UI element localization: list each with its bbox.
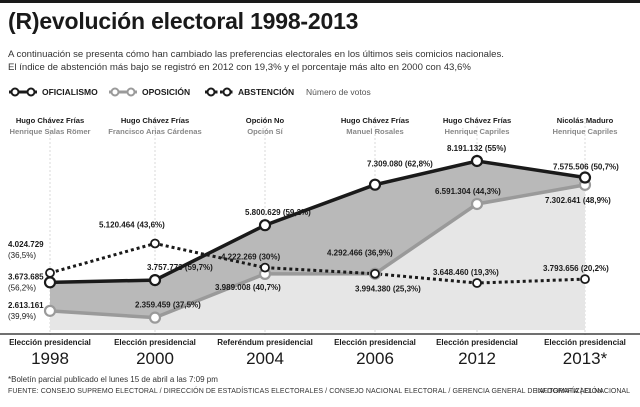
data-point-oficialismo <box>148 273 162 287</box>
gap-band-area <box>50 160 585 318</box>
x-tick-election-type: Elección presidencial <box>9 338 91 347</box>
x-tick-election-type: Elección presidencial <box>436 338 518 347</box>
value-label-oposicion: 3.989.008 (40,7%) <box>215 283 281 292</box>
x-tick-year: 2006 <box>356 349 394 368</box>
value-label-oposicion: 7.302.641 (48,9%) <box>545 196 611 205</box>
subtitle-line-1: A continuación se presenta cómo han camb… <box>8 49 504 60</box>
candidate-oficialismo: Nicolás Maduro <box>557 116 614 125</box>
value-label-oposicion: 4.292.466 (36,9%) <box>327 249 393 258</box>
value-label-oficialismo: 7.309.080 (62,8%) <box>367 160 433 169</box>
value-label-abstencion-pct: (36,5%) <box>8 251 36 260</box>
subtitle-line-2: El índice de abstención más bajo se regi… <box>8 62 471 73</box>
legend-swatch-oficialismo <box>9 87 37 97</box>
x-tick-election-type: Elección presidencial <box>114 338 196 347</box>
legend-item-oposicion: OPOSICIÓN <box>108 87 190 97</box>
value-label-oficialismo: 8.191.132 (55%) <box>447 144 506 153</box>
x-tick-election-type: Elección presidencial <box>334 338 416 347</box>
candidate-oposicion: Henrique Salas Römer <box>9 127 90 136</box>
value-label-abstencion: 5.120.464 (43,6%) <box>99 220 165 229</box>
series-line-oficialismo <box>49 159 586 285</box>
candidate-oficialismo: Hugo Chávez Frías <box>341 116 409 125</box>
x-tick-year: 2012 <box>458 349 496 368</box>
value-label-oficialismo: 3.757.773 (59,7%) <box>147 263 213 272</box>
data-point-oposicion <box>43 304 57 317</box>
legend-item-oficialismo: OFICIALISMO <box>8 87 98 97</box>
legend-unit-note: Número de votos <box>306 87 371 97</box>
series-line-abstencion <box>49 241 586 285</box>
data-point-abstencion <box>260 262 270 273</box>
legend-swatch-oposicion <box>109 87 137 97</box>
value-label-oficialismo: 7.575.506 (50,7%) <box>553 163 619 172</box>
candidate-oficialismo: Hugo Chávez Frías <box>16 116 84 125</box>
legend-item-abstencion: ABSTENCIÓN <box>204 87 294 97</box>
candidate-oposicion: Opción Sí <box>247 127 283 136</box>
legend-label-oficialismo: OFICIALISMO <box>42 87 98 97</box>
value-label-abstencion: 4.024.729 <box>8 240 44 249</box>
data-point-abstencion <box>472 278 482 288</box>
x-tick-year: 2013* <box>563 349 608 368</box>
value-label-oposicion: 2.613.161 <box>8 301 44 310</box>
x-tick-year: 1998 <box>31 349 69 368</box>
data-point-oposicion <box>470 197 484 211</box>
value-label-abstencion: 3.994.380 (25,3%) <box>355 285 421 294</box>
candidate-oficialismo: Opción No <box>246 116 285 125</box>
value-label-abstencion: 4.222.269 (30%) <box>221 253 280 262</box>
candidate-oposicion: Henrique Capriles <box>553 127 618 136</box>
value-label-oposicion: 6.591.304 (44,3%) <box>435 187 501 196</box>
legend-label-oposicion: OPOSICIÓN <box>142 87 191 97</box>
data-point-oposicion <box>148 311 162 324</box>
credit-line: INFOGRAFÍA | EL NACIONAL <box>535 388 630 395</box>
x-tick-election-type: Elección presidencial <box>544 338 626 347</box>
legend-label-abstencion: ABSTENCIÓN <box>238 87 295 97</box>
candidate-oficialismo: Hugo Chávez Frías <box>121 116 189 125</box>
series-line-oposicion <box>49 183 586 320</box>
footnote: *Boletín parcial publicado el lunes 15 d… <box>8 375 218 384</box>
data-point-abstencion <box>580 274 590 285</box>
value-label-oficialismo: 3.673.685 <box>8 272 44 281</box>
data-point-abstencion <box>370 268 380 279</box>
candidate-oposicion: Henrique Capriles <box>445 127 510 136</box>
data-point-oficialismo <box>43 276 57 289</box>
value-label-oposicion: 2.359.459 (37,5%) <box>135 301 201 310</box>
legend-swatch-abstencion <box>205 87 233 97</box>
page-title: (R)evolución electoral 1998-2013 <box>8 8 359 34</box>
candidate-oposicion: Manuel Rosales <box>346 127 403 136</box>
value-label-oficialismo: 5.800.629 (59,2%) <box>245 208 311 217</box>
data-point-abstencion <box>150 238 160 249</box>
x-tick-year: 2000 <box>136 349 174 368</box>
data-point-oficialismo <box>368 178 382 191</box>
data-point-oficialismo <box>470 154 484 168</box>
data-point-abstencion <box>45 268 55 278</box>
x-tick-election-type: Referéndum presidencial <box>217 338 313 347</box>
candidate-oposicion: Francisco Arias Cárdenas <box>108 127 201 136</box>
value-label-oficialismo-pct: (56,2%) <box>8 283 36 292</box>
candidate-oficialismo: Hugo Chávez Frías <box>443 116 511 125</box>
oposicion-area <box>50 184 585 330</box>
x-tick-year: 2004 <box>246 349 284 368</box>
data-point-oficialismo <box>258 219 272 232</box>
source-line: FUENTE: CONSEJO SUPREMO ELECTORAL / DIRE… <box>8 388 603 395</box>
value-label-abstencion: 3.793.656 (20,2%) <box>543 264 609 273</box>
value-label-oposicion-pct: (39,9%) <box>8 312 36 321</box>
value-label-abstencion: 3.648.460 (19,3%) <box>433 268 499 277</box>
data-point-oficialismo <box>578 171 592 184</box>
top-rule <box>0 0 640 3</box>
